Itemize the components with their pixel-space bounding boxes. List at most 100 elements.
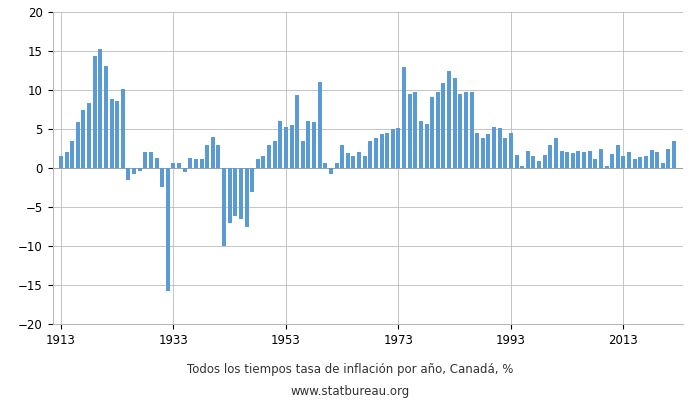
- Bar: [419, 121, 423, 168]
- Bar: [70, 142, 74, 168]
- Bar: [577, 151, 580, 168]
- Bar: [295, 96, 299, 168]
- Bar: [554, 138, 558, 168]
- Bar: [486, 134, 491, 168]
- Bar: [622, 156, 625, 168]
- Bar: [379, 134, 384, 168]
- Bar: [407, 94, 412, 168]
- Bar: [633, 160, 637, 168]
- Bar: [262, 156, 265, 168]
- Bar: [582, 152, 586, 168]
- Bar: [548, 145, 552, 168]
- Bar: [92, 56, 97, 168]
- Bar: [98, 49, 102, 168]
- Bar: [650, 150, 654, 168]
- Bar: [244, 168, 248, 226]
- Bar: [492, 128, 496, 168]
- Bar: [183, 168, 187, 172]
- Bar: [279, 121, 282, 168]
- Bar: [233, 168, 237, 216]
- Bar: [391, 129, 395, 168]
- Bar: [351, 156, 356, 168]
- Bar: [194, 159, 198, 168]
- Bar: [267, 145, 271, 168]
- Bar: [514, 155, 519, 168]
- Bar: [199, 159, 204, 168]
- Bar: [425, 124, 428, 168]
- Bar: [132, 168, 136, 174]
- Bar: [110, 99, 113, 168]
- Bar: [340, 145, 344, 168]
- Bar: [520, 166, 524, 168]
- Bar: [323, 162, 328, 168]
- Bar: [144, 152, 147, 168]
- Bar: [559, 151, 564, 168]
- Bar: [464, 92, 468, 168]
- Bar: [616, 145, 620, 168]
- Bar: [672, 142, 676, 168]
- Bar: [413, 92, 417, 168]
- Bar: [346, 153, 350, 168]
- Bar: [655, 152, 659, 168]
- Bar: [188, 158, 193, 168]
- Bar: [104, 66, 108, 168]
- Bar: [166, 168, 170, 291]
- Bar: [542, 155, 547, 168]
- Bar: [273, 141, 276, 168]
- Bar: [447, 71, 451, 168]
- Bar: [481, 138, 485, 168]
- Bar: [205, 145, 209, 168]
- Bar: [357, 152, 361, 168]
- Bar: [594, 160, 597, 168]
- Bar: [374, 138, 378, 168]
- Bar: [335, 163, 339, 168]
- Bar: [64, 152, 69, 168]
- Bar: [81, 110, 85, 168]
- Bar: [222, 168, 226, 246]
- Bar: [565, 152, 569, 168]
- Bar: [216, 145, 221, 168]
- Bar: [430, 97, 434, 168]
- Bar: [453, 78, 456, 168]
- Bar: [116, 101, 119, 168]
- Bar: [470, 92, 473, 168]
- Bar: [76, 122, 80, 168]
- Bar: [284, 127, 288, 168]
- Bar: [59, 156, 63, 168]
- Bar: [531, 156, 536, 168]
- Bar: [475, 133, 480, 168]
- Text: www.statbureau.org: www.statbureau.org: [290, 385, 410, 398]
- Bar: [503, 138, 507, 168]
- Bar: [588, 151, 592, 168]
- Bar: [160, 168, 164, 187]
- Bar: [368, 141, 372, 168]
- Bar: [312, 122, 316, 168]
- Bar: [121, 89, 125, 168]
- Bar: [509, 133, 513, 168]
- Bar: [599, 149, 603, 168]
- Bar: [661, 162, 665, 168]
- Bar: [610, 154, 614, 168]
- Bar: [172, 163, 176, 168]
- Bar: [211, 137, 215, 168]
- Bar: [436, 92, 440, 168]
- Bar: [138, 168, 141, 171]
- Bar: [239, 168, 243, 219]
- Bar: [256, 160, 260, 168]
- Bar: [127, 168, 130, 180]
- Bar: [228, 168, 232, 222]
- Bar: [396, 128, 400, 168]
- Bar: [385, 133, 389, 168]
- Bar: [307, 121, 310, 168]
- Bar: [526, 151, 530, 168]
- Bar: [329, 168, 333, 174]
- Bar: [570, 153, 575, 168]
- Text: Todos los tiempos tasa de inflación por año, Canadá, %: Todos los tiempos tasa de inflación por …: [187, 364, 513, 376]
- Bar: [177, 163, 181, 168]
- Bar: [363, 156, 367, 168]
- Bar: [638, 157, 643, 168]
- Bar: [644, 156, 648, 168]
- Bar: [605, 166, 608, 168]
- Bar: [666, 149, 671, 168]
- Bar: [301, 142, 304, 168]
